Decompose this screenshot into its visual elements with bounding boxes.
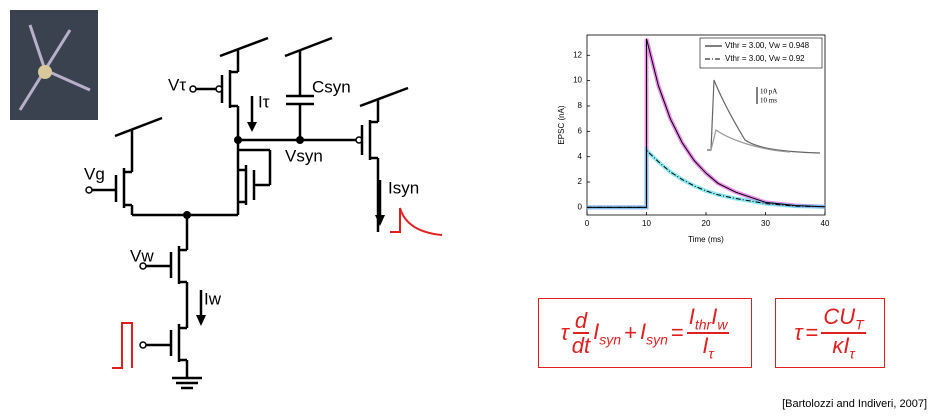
eq-symbol: I [702, 333, 709, 358]
y-tick-label: 4 [578, 152, 583, 161]
citation: [Bartolozzi and Indiveri, 2007] [782, 398, 927, 410]
fraction: CUT κIτ [821, 303, 866, 362]
equation-box: τ = CUT κIτ [775, 298, 885, 368]
legend-box [699, 37, 823, 69]
inset-scale-y: 10 pA [760, 88, 777, 96]
eq-symbol: dt [571, 333, 591, 358]
eq-symbol: = [670, 320, 684, 345]
eq-symbol: + [624, 320, 637, 345]
label-vsyn: Vsyn [285, 146, 323, 165]
eq-symbol: κI [832, 333, 850, 358]
x-tick-label: 0 [585, 219, 590, 228]
eq-symbol: = [805, 320, 819, 345]
label-vw: Vw [130, 246, 154, 265]
fraction: IthrIw Iτ [686, 303, 730, 362]
label-iw: Iw [204, 289, 222, 308]
eq-sub: w [717, 316, 728, 333]
y-axis-label: EPSC (nA) [557, 105, 566, 144]
inset-scale-x: 10 ms [760, 97, 777, 105]
eq-symbol: I [688, 303, 695, 329]
y-tick-label: 2 [578, 177, 583, 186]
y-tick-label: 0 [578, 203, 583, 212]
label-vtau: Vτ [168, 75, 186, 94]
eq-symbol: τ [794, 320, 803, 345]
equation-box: τ d dt Isyn + Isyn = IthrIw Iτ [538, 298, 752, 368]
label-vg: Vg [84, 164, 105, 183]
eq-sub: thr [694, 316, 712, 333]
circuit [85, 36, 443, 390]
photo-soma [38, 65, 52, 79]
eq-symbol: I [593, 318, 600, 344]
eq-sub: τ [849, 345, 855, 362]
label-csyn: Csyn [312, 77, 351, 96]
eq-sub: syn [599, 331, 622, 348]
eq-symbol: CU [823, 303, 856, 329]
x-tick-label: 10 [642, 219, 651, 228]
eq-sub: syn [646, 331, 668, 348]
eq-sub: T [855, 316, 864, 333]
inset-traces [710, 129, 791, 153]
fraction: d dt [572, 309, 590, 357]
eq-symbol: τ [560, 320, 569, 345]
y-tick-label: 8 [578, 101, 583, 110]
legend-label: Vthr = 3.00, Vw = 0.92 [725, 54, 805, 63]
x-axis-label: Time (ms) [688, 235, 724, 244]
y-tick-label: 6 [578, 126, 583, 135]
legend-label: Vthr = 3.00, Vw = 0.948 [725, 41, 810, 50]
y-tick-label: 10 [573, 76, 582, 85]
eq-symbol: d [572, 307, 590, 334]
x-tick-label: 30 [761, 219, 770, 228]
inset-traces [707, 79, 821, 154]
series-band [587, 145, 826, 210]
x-tick-label: 40 [821, 219, 830, 228]
y-tick-label: 12 [573, 50, 582, 59]
eq-symbol: I [639, 318, 647, 344]
eq-sub: τ [708, 345, 714, 362]
x-tick-label: 20 [702, 219, 711, 228]
label-itau: Iτ [258, 92, 270, 111]
series-line [587, 149, 826, 208]
eq-symbol: I [711, 303, 718, 329]
label-isyn: Isyn [388, 178, 419, 197]
